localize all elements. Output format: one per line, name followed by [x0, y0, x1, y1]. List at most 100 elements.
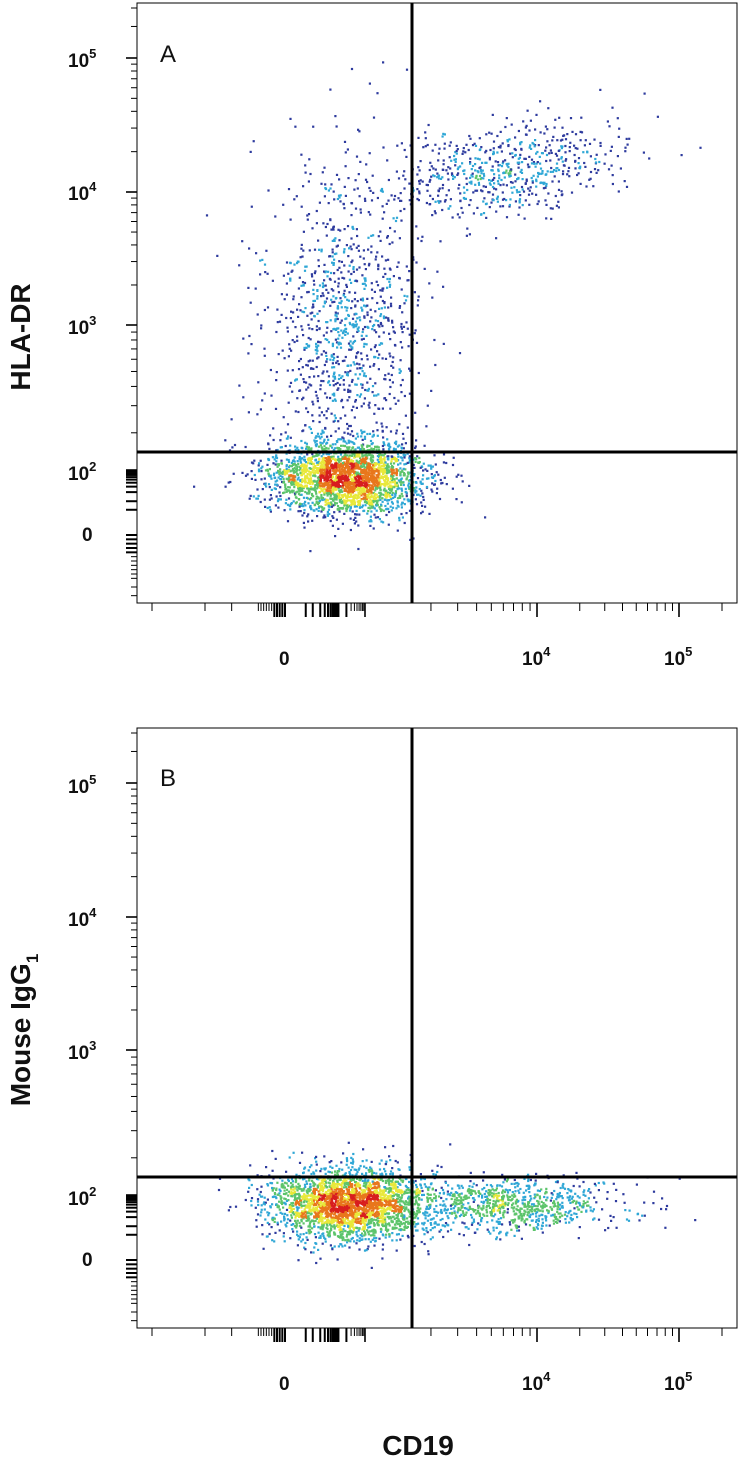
event-dot	[304, 1204, 307, 1207]
event-dot	[455, 149, 458, 153]
event-dot	[407, 279, 410, 282]
event-dot	[298, 303, 301, 306]
event-dot	[386, 236, 389, 239]
event-dot	[318, 327, 321, 331]
event-dot	[276, 500, 280, 503]
event-dot	[397, 261, 400, 264]
event-dot	[492, 150, 495, 153]
event-dot	[354, 325, 358, 328]
event-dot	[329, 88, 332, 91]
event-dot	[361, 1160, 364, 1163]
event-dot	[365, 452, 368, 455]
event-dot	[337, 343, 340, 346]
event-dot	[301, 310, 304, 313]
event-dot	[441, 176, 444, 179]
event-dot	[341, 481, 344, 484]
event-dot	[442, 163, 445, 166]
event-dot	[408, 455, 411, 458]
event-dot	[269, 510, 272, 513]
event-dot	[527, 166, 530, 169]
event-dot	[297, 1235, 300, 1238]
event-dot	[318, 484, 322, 487]
event-dot	[290, 1190, 293, 1194]
event-dot	[307, 386, 310, 389]
event-dot	[402, 447, 405, 450]
event-dot	[400, 288, 403, 291]
event-dot	[330, 228, 333, 231]
event-dot	[437, 152, 440, 155]
event-dot	[340, 500, 344, 503]
event-dot	[459, 199, 462, 202]
event-dot	[323, 514, 326, 517]
event-dot	[358, 484, 361, 487]
event-dot	[452, 456, 455, 459]
event-dot	[417, 493, 420, 496]
event-dot	[469, 176, 472, 179]
event-dot	[388, 280, 391, 283]
event-dot	[341, 522, 344, 525]
event-dot	[546, 140, 549, 143]
event-dot	[296, 308, 299, 311]
event-dot	[314, 458, 318, 461]
event-dot	[369, 459, 373, 462]
event-dot	[416, 237, 420, 240]
event-dot	[337, 277, 340, 280]
event-dot	[349, 433, 352, 436]
event-dot	[400, 483, 403, 486]
event-dot	[287, 476, 291, 479]
event-dot	[333, 495, 336, 498]
event-dot	[365, 478, 368, 481]
event-dot	[317, 1190, 320, 1193]
event-dot	[358, 496, 361, 499]
event-dot	[261, 465, 264, 468]
event-dot	[372, 463, 375, 466]
event-dot	[330, 466, 333, 470]
event-dot	[439, 177, 443, 180]
event-dot	[269, 434, 272, 437]
event-dot	[354, 383, 357, 386]
event-dot	[425, 201, 428, 205]
event-dot	[304, 307, 307, 310]
event-dot	[358, 513, 361, 516]
event-dot	[431, 296, 434, 299]
event-dot	[305, 484, 308, 487]
event-dot	[387, 523, 390, 526]
event-dot	[363, 263, 366, 266]
event-dot	[326, 513, 329, 516]
event-dot	[414, 498, 417, 501]
event-dot	[530, 162, 534, 165]
event-dot	[325, 466, 328, 469]
event-dot	[390, 498, 393, 501]
event-dot	[296, 397, 299, 400]
event-dot	[361, 504, 364, 507]
event-dot	[388, 332, 391, 335]
event-dot	[527, 193, 531, 196]
event-dot	[492, 198, 495, 202]
event-dot	[508, 203, 511, 207]
event-dot	[261, 399, 264, 402]
event-dot	[408, 487, 411, 490]
event-dot	[365, 354, 369, 357]
event-dot	[345, 461, 348, 464]
event-dot	[382, 146, 385, 149]
event-dot	[389, 462, 393, 465]
event-dot	[364, 277, 367, 280]
event-dot	[518, 206, 521, 209]
event-dot	[353, 483, 356, 486]
event-dot	[310, 456, 313, 459]
event-dot	[481, 190, 484, 193]
event-dot	[362, 465, 365, 468]
event-dot	[317, 340, 320, 343]
event-dot	[345, 373, 349, 376]
event-dot	[493, 182, 496, 185]
event-dot	[437, 174, 441, 177]
event-dot	[283, 1189, 286, 1192]
event-dot	[541, 181, 544, 184]
event-dot	[479, 177, 482, 181]
event-dot	[574, 160, 577, 163]
event-dot	[562, 170, 565, 173]
event-dot	[379, 458, 382, 461]
event-dot	[517, 166, 520, 169]
event-dot	[361, 452, 364, 455]
event-dot	[385, 468, 388, 471]
